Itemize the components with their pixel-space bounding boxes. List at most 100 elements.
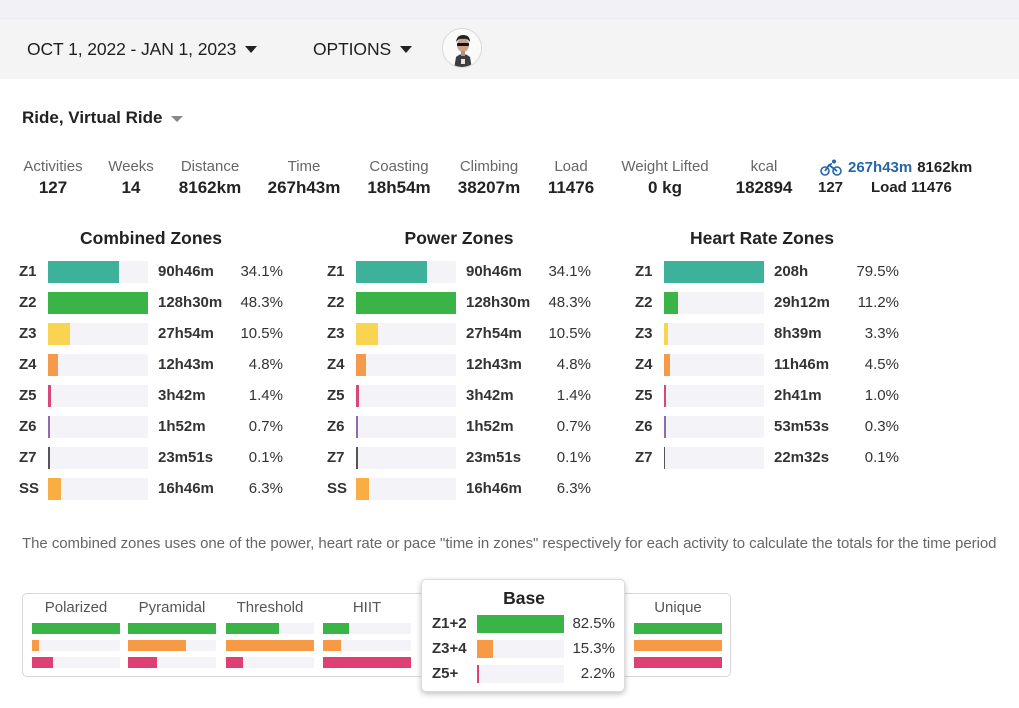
zone-percent: 6.3% [248,480,283,497]
stat-climbing: Climbing 38207m [458,158,520,200]
zone-time: 8h39m [774,325,822,342]
base-bar-track [477,615,564,633]
zone-label: Z3 [635,325,653,342]
stat-coasting: Coasting 18h54m [367,158,430,200]
zone-bar-track [48,354,148,376]
zone-bar-track [356,354,456,376]
zone-bar [48,385,51,407]
zone-panel-title: Combined Zones [80,228,222,248]
combined-zones-note: The combined zones uses one of the power… [22,535,997,552]
model-hiit[interactable]: HIIT [323,594,411,678]
model-title: Polarized [44,599,108,616]
zone-time: 208h [774,263,809,280]
zone-label: Z3 [19,325,37,342]
model-bar-mid [128,640,187,651]
stat-label: Weeks [108,158,154,175]
model-bar-track-high [32,657,120,668]
base-popup-title: Base [503,588,545,608]
sport-type-filter[interactable]: Ride, Virtual Ride [22,108,184,128]
model-bar-track-high [128,657,216,668]
model-bar-low [32,623,120,634]
model-unique[interactable]: Unique [634,594,722,678]
zone-label: Z7 [327,449,345,466]
zone-bar-track [48,478,148,500]
zone-bar [664,354,670,376]
stat-value: 267h43m [267,178,341,197]
base-model-popup: Base Z1+2 82.5% Z3+4 15.3% Z5+ 2.2% [421,579,625,692]
stat-distance: Distance 8162km [179,158,241,200]
stat-kcal: kcal 182894 [736,158,793,200]
zone-bar-track [664,385,764,407]
zone-label: Z1 [635,263,653,280]
zone-bar [48,354,58,376]
zone-label: Z6 [19,418,37,435]
stat-activities: Activities 127 [23,158,82,200]
zone-time: 16h46m [158,480,214,497]
chevron-down-icon [400,46,413,53]
zone-time: 16h46m [466,480,522,497]
zone-percent: 48.3% [240,294,283,311]
sport-time[interactable]: 267h43m [848,158,913,176]
user-avatar-icon[interactable] [442,28,482,68]
zone-time: 23m51s [158,449,214,466]
date-range-dropdown[interactable]: OCT 1, 2022 - JAN 1, 2023 [27,19,258,79]
zone-bar [356,416,358,438]
zone-percent: 48.3% [548,294,591,311]
zone-label: Z4 [635,356,653,373]
model-bar-track-high [323,657,411,668]
model-bar-low [226,623,279,634]
zone-bar-track [48,261,148,283]
zone-bar [356,354,366,376]
model-bar-low [634,623,722,634]
zone-percent: 6.3% [556,480,591,497]
model-bar-track-low [32,623,120,634]
zone-label: Z5 [19,387,37,404]
stat-value: 8162km [178,178,242,197]
zone-bar [48,416,50,438]
zone-percent: 1.4% [556,387,591,404]
model-polarized[interactable]: Polarized [32,594,120,678]
zone-time: 22m32s [774,449,830,466]
zone-time: 90h46m [158,263,214,280]
model-bar-track-low [128,623,216,634]
options-label: OPTIONS [313,38,392,59]
stat-label: Weight Lifted [621,158,709,175]
model-bar-mid [226,640,314,651]
zone-label: Z2 [327,294,345,311]
date-range-label: OCT 1, 2022 - JAN 1, 2023 [27,38,237,59]
zone-time: 29h12m [774,294,830,311]
model-threshold[interactable]: Threshold [226,594,314,678]
zone-panel-title: Heart Rate Zones [690,228,834,248]
stat-time: Time 267h43m [268,158,341,200]
options-dropdown[interactable]: OPTIONS [313,19,413,79]
bicycle-icon [820,159,842,176]
zone-time: 53m53s [774,418,830,435]
zone-time: 3h42m [466,387,514,404]
sport-type-label: Ride, Virtual Ride [22,108,163,127]
zone-bar-track [356,292,456,314]
model-pyramidal[interactable]: Pyramidal [128,594,216,678]
zone-percent: 10.5% [548,325,591,342]
stat-value: 38207m [457,178,521,197]
zone-time: 1h52m [158,418,206,435]
model-title: Unique [654,599,702,616]
zone-bar [356,447,358,469]
zone-percent: 0.1% [556,449,591,466]
zone-percent: 34.1% [548,263,591,280]
chevron-down-icon [171,116,184,122]
stat-label: Load [554,158,588,175]
zone-bar [664,261,764,283]
stat-label: Climbing [459,158,519,175]
model-bar-high [323,657,411,668]
zone-bar-track [356,416,456,438]
zone-bar-track [356,261,456,283]
base-row: Z1+2 82.5% [422,615,626,633]
zone-label: Z2 [635,294,653,311]
zone-panel-title: Power Zones [404,228,514,248]
zone-bar [48,478,61,500]
avatar-image [443,29,481,67]
stat-label: Time [287,158,321,175]
model-title: Threshold [236,599,304,616]
stat-value: 14 [121,178,141,197]
zone-time: 27h54m [158,325,214,342]
